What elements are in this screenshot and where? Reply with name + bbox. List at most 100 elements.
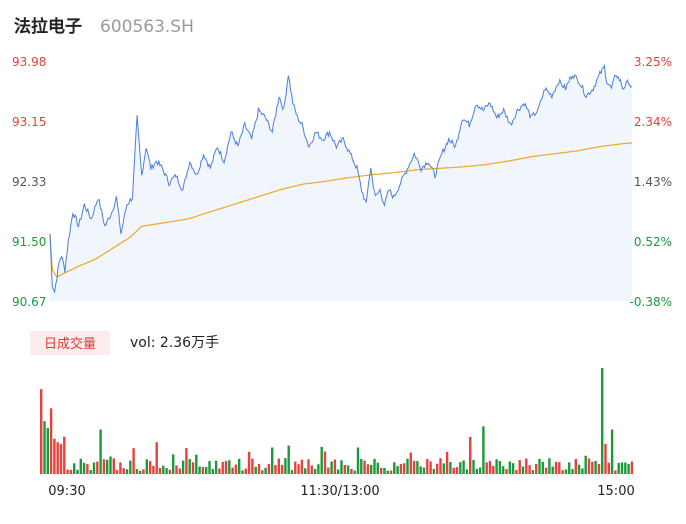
volume-bar xyxy=(419,466,422,474)
volume-bar xyxy=(393,462,396,474)
volume-bar xyxy=(604,443,607,474)
volume-bar xyxy=(409,452,412,474)
volume-bar xyxy=(300,459,304,474)
volume-value: vol: 2.36万手 xyxy=(130,335,219,351)
volume-bar xyxy=(198,466,201,474)
volume-bar xyxy=(129,460,132,474)
volume-bar xyxy=(617,462,620,474)
volume-bar xyxy=(432,469,436,474)
volume-bar xyxy=(376,462,379,474)
volume-bar xyxy=(247,451,251,474)
volume-bar xyxy=(439,458,442,474)
volume-bar xyxy=(109,456,112,474)
volume-bar xyxy=(284,458,287,474)
volume-bar xyxy=(577,464,581,474)
pct-tick-3: 0.52% xyxy=(634,235,672,249)
volume-badge-label: 日成交量 xyxy=(44,336,96,352)
volume-bar xyxy=(416,461,419,474)
volume-bar xyxy=(485,462,488,474)
volume-bar xyxy=(139,470,142,474)
volume-bar xyxy=(244,468,247,474)
pct-tick-4: -0.38% xyxy=(630,295,672,309)
volume-bar xyxy=(205,467,208,474)
volume-bar xyxy=(294,461,297,474)
volume-bar xyxy=(59,444,63,474)
volume-bar xyxy=(462,460,465,474)
volume-bar xyxy=(165,468,168,474)
volume-bar xyxy=(191,462,195,474)
volume-bar xyxy=(558,462,561,474)
average-price-line xyxy=(49,142,633,278)
price-tick-0: 93.98 xyxy=(12,55,46,69)
volume-bar xyxy=(343,465,346,474)
pct-tick-0: 3.25% xyxy=(634,55,672,69)
volume-bar xyxy=(79,458,82,474)
volume-bar xyxy=(492,465,495,474)
volume-bar xyxy=(403,463,406,474)
volume-bar xyxy=(304,468,307,474)
volume-bar xyxy=(271,447,274,474)
volume-bar xyxy=(399,464,403,474)
volume-bar xyxy=(350,469,353,474)
volume-bar xyxy=(211,469,214,474)
volume-bar xyxy=(620,462,624,474)
volume-bar xyxy=(49,408,53,474)
price-area-fill xyxy=(50,65,632,301)
volume-bar xyxy=(436,463,439,474)
volume-bar xyxy=(208,461,211,474)
volume-bar xyxy=(99,429,102,474)
volume-bar xyxy=(63,436,66,474)
volume-bar xyxy=(261,470,264,474)
price-line xyxy=(49,63,633,294)
volume-bar xyxy=(241,470,244,474)
volume-bar xyxy=(360,458,363,474)
volume-bar xyxy=(515,470,518,474)
volume-bar xyxy=(102,459,106,474)
volume-bar xyxy=(370,465,373,474)
volume-bar xyxy=(119,462,122,474)
volume-bar xyxy=(231,467,234,474)
volume-bar xyxy=(601,368,604,474)
volume-bar xyxy=(122,468,125,474)
volume-bar xyxy=(238,458,241,474)
volume-bar xyxy=(201,467,205,474)
volume-bar xyxy=(195,454,198,474)
volume-bar xyxy=(521,466,525,474)
volume-bar xyxy=(92,462,96,474)
volume-bar xyxy=(320,446,323,474)
volume-bar xyxy=(525,458,528,474)
volume-bar xyxy=(115,470,119,474)
volume-bar xyxy=(125,469,129,474)
volume-bar xyxy=(234,464,238,474)
volume-bar xyxy=(76,469,79,474)
volume-bar xyxy=(594,461,597,474)
volume-bar xyxy=(518,460,521,474)
volume-bar xyxy=(478,467,482,474)
volume-bar xyxy=(459,462,462,474)
volume-bar xyxy=(228,460,231,474)
volume-bar xyxy=(535,464,538,474)
volume-bar xyxy=(610,429,614,474)
volume-bar xyxy=(548,458,551,474)
volume-bar xyxy=(429,461,432,474)
volume-bar xyxy=(46,428,49,474)
volume-bar xyxy=(554,461,558,474)
volume-bar xyxy=(630,461,634,474)
volume-bar xyxy=(597,463,601,474)
volume-bar xyxy=(366,464,370,474)
volume-bar xyxy=(264,467,267,474)
volume-bar xyxy=(363,460,366,474)
volume-bar xyxy=(66,469,69,474)
volume-bar xyxy=(581,468,584,474)
volume-bar xyxy=(386,470,389,474)
volume-bar xyxy=(551,466,554,474)
volume-bar xyxy=(69,469,73,474)
price-tick-1: 93.15 xyxy=(12,115,46,129)
volume-bar xyxy=(587,458,591,474)
volume-bar xyxy=(383,468,386,474)
volume-bar xyxy=(327,467,330,474)
volume-bar xyxy=(488,461,492,474)
stock-code: 600563.SH xyxy=(100,17,194,37)
volume-bar xyxy=(218,468,221,474)
volume-bar xyxy=(257,463,261,474)
